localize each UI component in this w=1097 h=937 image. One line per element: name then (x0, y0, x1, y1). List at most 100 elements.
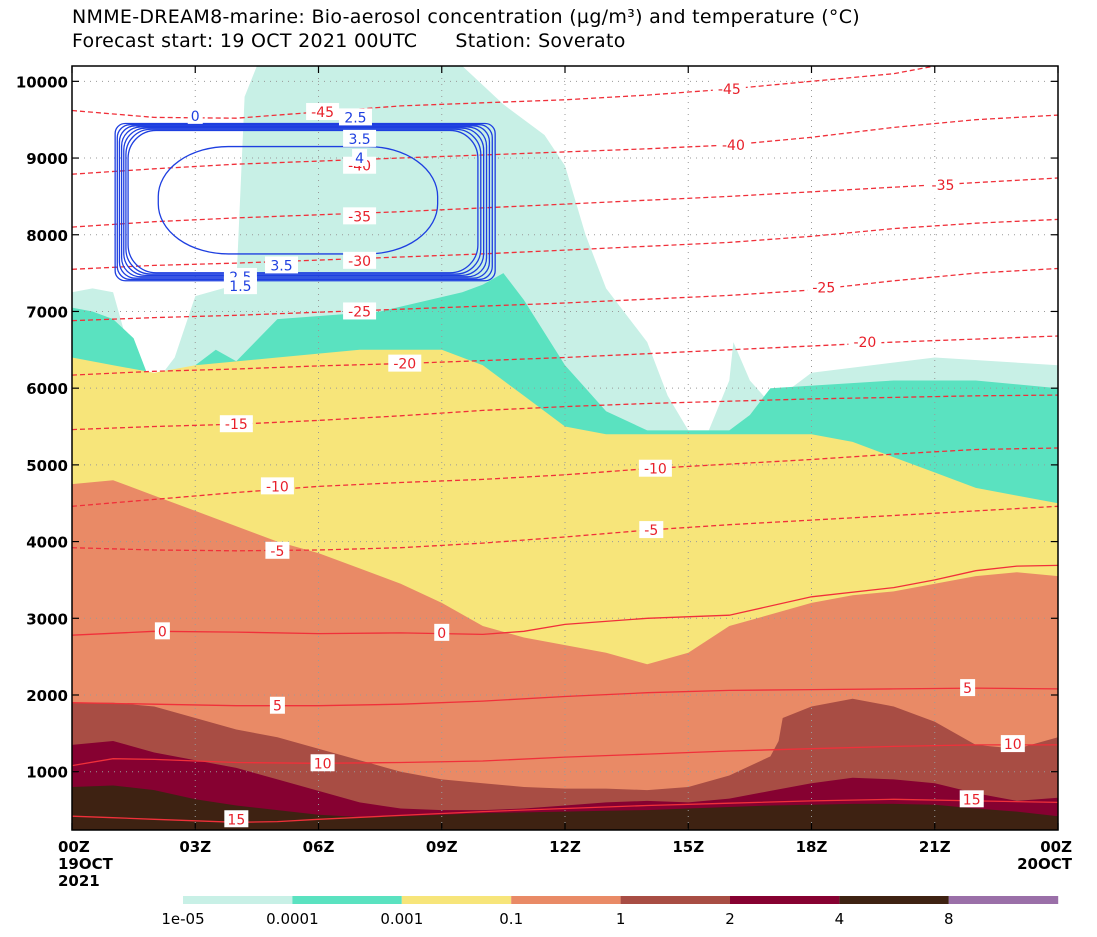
x-tick-label-8-1: 20OCT (1017, 855, 1073, 873)
temperature-label-12-0-box (306, 103, 340, 121)
temperature-line-4 (72, 505, 1058, 552)
temperature-label-7-0-box (388, 354, 422, 372)
temperature-label-0-1-text: 15 (963, 792, 981, 808)
bioaerosol-label-2-text: 4 (355, 151, 364, 167)
bioaerosol-label-5-text: 2.5 (344, 110, 366, 126)
x-tick-label-3-0: 09Z (426, 838, 458, 856)
bioaerosol-label-3-text: 3.5 (270, 258, 292, 274)
temperature-label-7-0: -20 (388, 354, 422, 373)
colorbar-swatch-0 (183, 896, 293, 904)
bioaerosol-label-6-box (223, 277, 257, 295)
temperature-label-4-1-box (639, 521, 664, 539)
y-tick-label-0: 1000 (26, 764, 68, 782)
colorbar-label-2: 0.001 (380, 910, 423, 928)
colorbar-swatch-5 (730, 896, 840, 904)
temperature-label-12-1-box (712, 80, 746, 98)
temperature-line-9 (72, 218, 1058, 270)
temperature-label-3-0-box (154, 622, 170, 640)
temperature-label-3-1: 0 (434, 623, 450, 642)
temperature-label-11-1-text: -40 (722, 138, 745, 154)
colorbar-swatch-2 (401, 896, 512, 904)
temperature-label-10-1-text: -35 (932, 178, 955, 194)
bioaerosol-label-6: 1.5 (223, 277, 257, 295)
colorbar-swatch-6 (839, 896, 949, 904)
colorbar-swatch-7 (948, 896, 1059, 904)
bioaerosol-line-7 (157, 145, 439, 255)
colorbar-swatch-3 (511, 896, 621, 904)
colorbar-legend: 1e-05 0.0001 0.001 0.1 1 2 4 8 (161, 896, 1059, 928)
temperature-label-5-1-text: -10 (644, 462, 667, 478)
colorbar-label-5: 2 (725, 910, 735, 928)
temperature-contours (72, 66, 1058, 823)
x-tick-label-8-0: 00Z (1040, 838, 1072, 856)
temperature-label-11-1: -40 (716, 136, 750, 154)
temperature-line-0 (72, 798, 1058, 823)
bioaerosol-line-5 (125, 128, 482, 275)
temperature-line-10 (72, 177, 1058, 228)
x-tick-label-6-0: 18Z (796, 838, 828, 856)
temperature-label-2-0-text: 5 (273, 699, 282, 715)
colorbar-label-6: 4 (835, 910, 845, 928)
temperature-label-8-0-text: -25 (348, 304, 371, 320)
colorbar-swatch-1 (292, 896, 402, 904)
temperature-label-2-1: 5 (960, 679, 976, 697)
temperature-label-3-1-text: 0 (437, 626, 446, 642)
temperature-line-5 (72, 447, 1058, 507)
y-tick-label-6: 7000 (26, 303, 68, 321)
temperature-label-6-0-text: -15 (225, 417, 248, 433)
temperature-label-0-0-box (224, 810, 249, 828)
bioaerosol-label-0-text: 0 (191, 109, 200, 125)
y-tick-label-3: 4000 (26, 534, 68, 552)
temperature-label-10-0-text: -35 (348, 209, 371, 225)
temperature-label-12-1-text: -45 (718, 82, 741, 98)
bioaerosol-label-5: 2.5 (338, 108, 372, 126)
x-tick-label-7-0: 21Z (919, 838, 951, 856)
bioaerosol-label-5-box (338, 108, 372, 126)
temperature-label-3-0-text: 0 (158, 624, 167, 640)
y-tick-label-2: 3000 (26, 610, 68, 628)
colorbar-swatch-4 (620, 896, 730, 904)
x-tick-label-0-1: 19OCT (58, 855, 114, 873)
colorbar-label-3: 0.1 (499, 910, 523, 928)
temperature-label-8-1-text: -25 (812, 281, 835, 297)
temperature-label-7-1: -20 (848, 333, 882, 351)
y-tick-label-4: 5000 (26, 457, 68, 475)
temperature-label-8-1: -25 (807, 278, 841, 297)
y-tick-label-9: 10000 (16, 73, 68, 91)
temperature-label-8-1-box (807, 278, 841, 296)
temperature-label-8-0-box (343, 302, 377, 320)
temperature-label-8-0: -25 (343, 302, 377, 320)
y-tick-label-1: 2000 (26, 687, 68, 705)
bioaerosol-contours (114, 122, 496, 282)
bioaerosol-label-1-box (343, 129, 377, 147)
x-tick-label-4-0: 12Z (549, 838, 581, 856)
temperature-label-3-0: 0 (154, 622, 170, 640)
temperature-label-1-0-text: 10 (314, 756, 332, 772)
temperature-label-10-0-box (343, 207, 377, 225)
temperature-label-1-1-box (1000, 735, 1025, 753)
temperature-label-7-0-text: -20 (393, 357, 416, 373)
bioaerosol-label-0: 0 (187, 106, 203, 125)
temperature-label-5-0: -10 (260, 477, 294, 495)
temperature-line-1 (72, 744, 1058, 767)
temperature-label-1-1-text: 10 (1004, 737, 1022, 753)
temperature-label-5-0-box (260, 477, 294, 495)
temperature-label-12-0: -45 (306, 103, 340, 121)
temperature-line-12 (72, 66, 935, 119)
x-tick-label-5-0: 15Z (672, 838, 704, 856)
temperature-label-12-0-text: -45 (311, 105, 334, 121)
temperature-line-8 (72, 267, 1058, 322)
bioaerosol-line-6 (127, 129, 479, 274)
temperature-label-2-0-box (269, 696, 285, 714)
colorbar-label-7: 8 (944, 910, 954, 928)
temperature-line-3 (72, 564, 1058, 636)
axes: 1000200030004000500060007000800090001000… (16, 66, 1073, 890)
bioaerosol-line-1 (116, 124, 493, 281)
temperature-label-5-1-box (638, 459, 672, 477)
temperature-line-7 (72, 335, 1058, 376)
bioaerosol-line-0 (114, 122, 496, 282)
bioaerosol-line-2 (118, 125, 491, 279)
bioaerosol-label-0-box (187, 106, 203, 124)
bioaerosol-label-2-box (352, 149, 368, 167)
temperature-label-0-1: 15 (959, 790, 984, 808)
